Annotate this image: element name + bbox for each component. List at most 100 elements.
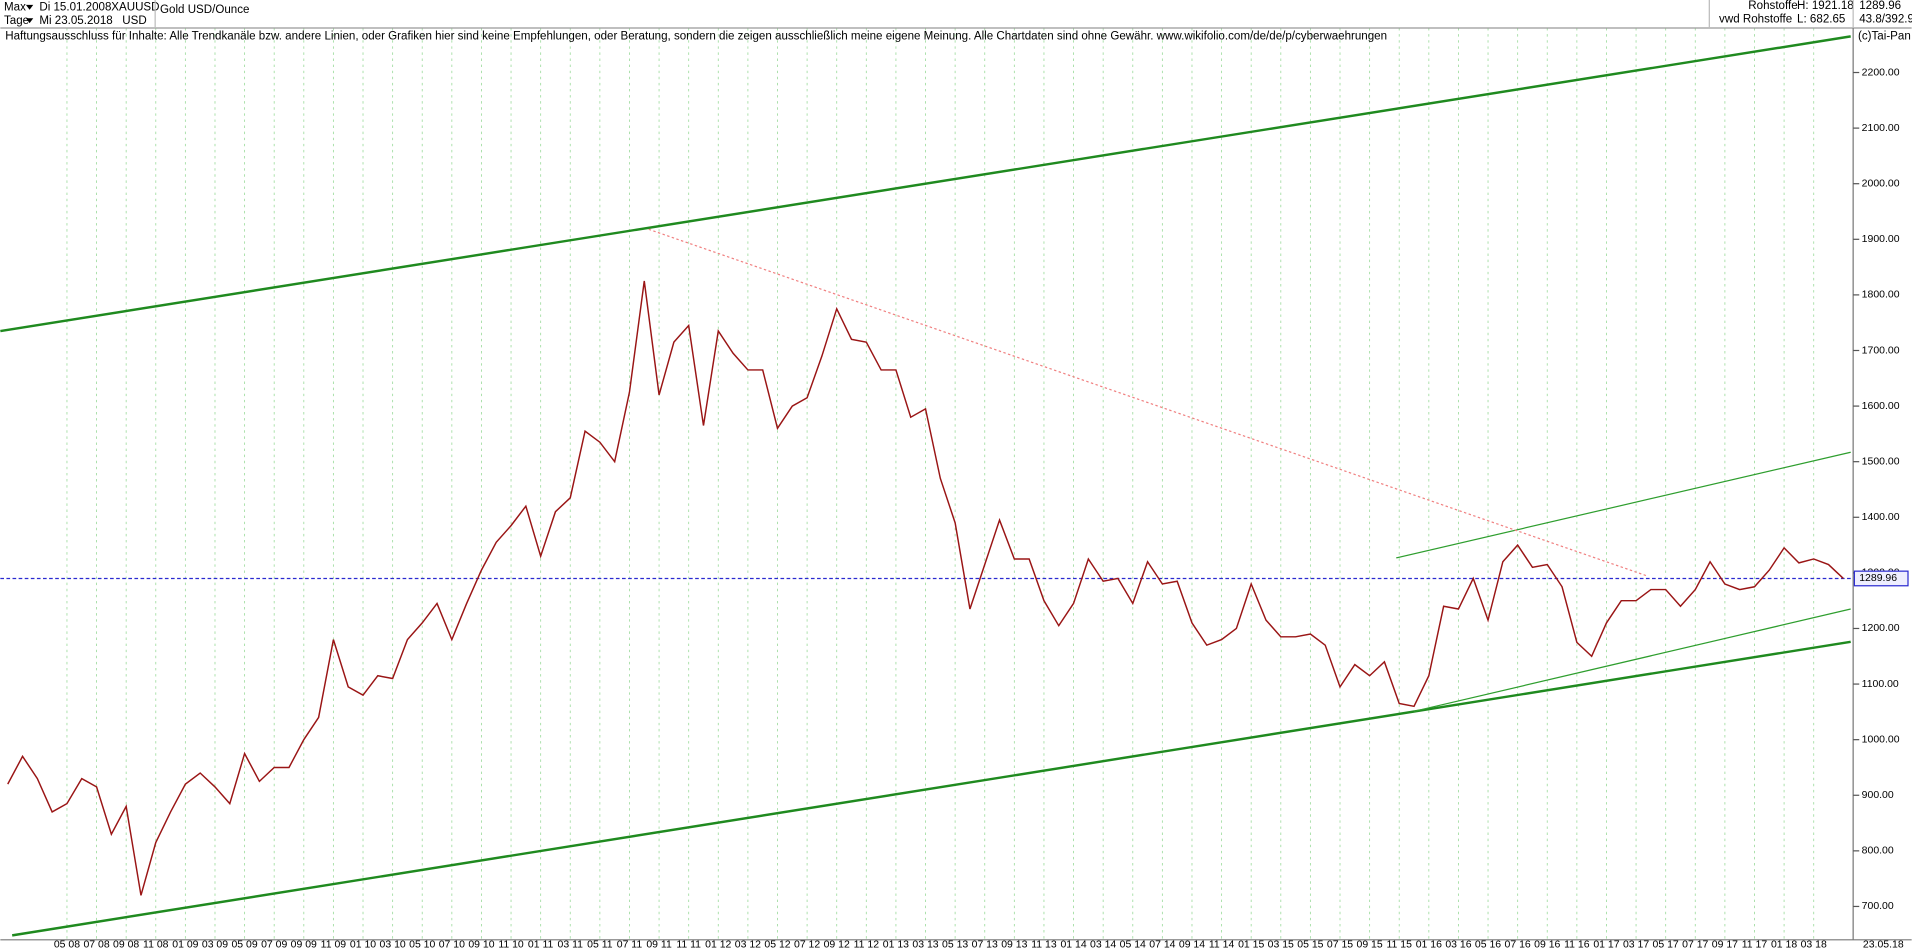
x-tick-label: 07 08 [83, 939, 109, 950]
x-tick-label: 03 17 [1623, 939, 1649, 950]
x-tick-label: 01 14 [1060, 939, 1086, 950]
y-tick-label: 1800.00 [1862, 290, 1900, 301]
x-tick-label: 01 15 [1238, 939, 1264, 950]
y-tick-label: 1900.00 [1862, 234, 1900, 245]
last-price-box [1853, 570, 1909, 587]
x-tick-label: 05 11 [587, 939, 613, 950]
x-tick-label: 05 08 [54, 939, 80, 950]
trend-line [648, 228, 1649, 577]
x-tick-label: 09 10 [468, 939, 494, 950]
market: Rohstoffe [1748, 0, 1797, 12]
x-tick-label: 09 13 [1001, 939, 1027, 950]
x-tick-label: 07 13 [972, 939, 998, 950]
last: 1289.96 [1859, 0, 1901, 12]
x-tick-label: 03 15 [1268, 939, 1294, 950]
x-tick-label: 09 09 [291, 939, 317, 950]
x-tick-label: 09 12 [824, 939, 850, 950]
x-tick-label: 09 16 [1534, 939, 1560, 950]
y-tick-label: 900.00 [1862, 790, 1894, 801]
x-tick-label: 03 16 [1445, 939, 1471, 950]
trend-line [0, 35, 1851, 333]
period[interactable]: Tage [4, 15, 29, 27]
range[interactable]: Max [4, 1, 26, 13]
trend-line [11, 640, 1851, 937]
y-tick-label: 1500.00 [1862, 456, 1900, 467]
x-tick-label: 01 18 [1771, 939, 1797, 950]
y-tick-label: 1200.00 [1862, 623, 1900, 634]
trend-line [1413, 608, 1851, 712]
x-tick-label: 03 13 [912, 939, 938, 950]
y-tick-label: 1000.00 [1862, 734, 1900, 745]
dropdown-arrow[interactable] [25, 18, 34, 24]
annotation: Haftungsausschluss für Inhalte: Alle Tre… [5, 31, 1387, 43]
x-tick-label: 11 17 [1742, 939, 1768, 950]
x-tick-label: 03 10 [380, 939, 406, 950]
x-tick-label: 05 16 [1475, 939, 1501, 950]
y-tick-label: 1100.00 [1862, 679, 1899, 690]
x-tick-label: 09 17 [1712, 939, 1738, 950]
trend-line [1396, 451, 1851, 559]
x-tick-label: 11 09 [321, 939, 347, 950]
x-tick-label: 05 15 [1297, 939, 1323, 950]
dropdown-arrow[interactable] [25, 4, 34, 10]
start-date: Di 15.01.2008 [39, 1, 111, 13]
x-tick-label: 11 08 [143, 939, 169, 950]
x-tick-label: 05 14 [1120, 939, 1146, 950]
x-tick-label: 09 11 [646, 939, 672, 950]
x-tick-label: 03 12 [735, 939, 761, 950]
x-tick-label: 07 15 [1327, 939, 1353, 950]
x-tick-label: 01 10 [350, 939, 376, 950]
y-tick-label: 2000.00 [1862, 178, 1900, 189]
high: H: 1921.18 [1797, 0, 1854, 12]
y-tick-label: 1400.00 [1862, 512, 1900, 523]
symbol: XAUUSD [111, 1, 159, 13]
source: vwd Rohstoffe [1719, 14, 1792, 26]
x-tick-label: 07 14 [1149, 939, 1175, 950]
x-tick-label: 07 10 [439, 939, 465, 950]
x-tick-label: 07 09 [261, 939, 287, 950]
x-tick-label: 11 13 [1031, 939, 1057, 950]
y-tick-label: 800.00 [1862, 846, 1894, 857]
x-tick-label: 07 12 [794, 939, 820, 950]
y-tick-label: 2200.00 [1862, 67, 1900, 78]
x-tick-label: 01 12 [705, 939, 731, 950]
x-tick-label: 07 11 [617, 939, 643, 950]
x-tick-label: 05 10 [409, 939, 435, 950]
y-tick-label: 1700.00 [1862, 345, 1900, 356]
low: L: 682.65 [1797, 14, 1845, 26]
scale: 43.8/392.9 [1859, 14, 1912, 26]
x-tick-label: 11 15 [1387, 939, 1413, 950]
x-tick-label: 01 09 [172, 939, 198, 950]
y-tick-label: 700.00 [1862, 901, 1894, 912]
x-tick-label: 07 17 [1682, 939, 1708, 950]
x-tick-label: 11 10 [498, 939, 524, 950]
x-tick-label: 09 14 [1179, 939, 1205, 950]
currency: USD [122, 15, 146, 27]
x-tick-label: 03 09 [202, 939, 228, 950]
x-tick-label: 07 16 [1505, 939, 1531, 950]
x-end-label: 23.05.18 [1863, 939, 1904, 950]
x-tick-label: 05 13 [942, 939, 968, 950]
plot [0, 35, 1854, 937]
x-tick-label: 05 17 [1653, 939, 1679, 950]
x-tick-label: 01 17 [1593, 939, 1619, 950]
x-tick-label: 09 15 [1357, 939, 1383, 950]
x-tick-label: 11 14 [1209, 939, 1235, 950]
instrument-name: Gold USD/Ounce [160, 4, 249, 16]
last-price-label: 1289.96 [1859, 573, 1897, 584]
x-tick-label: 01 11 [528, 939, 554, 950]
x-tick-label: 03 14 [1090, 939, 1116, 950]
x-tick-label: 05 12 [764, 939, 790, 950]
price-line [7, 280, 1844, 896]
x-tick-label: 03 18 [1801, 939, 1827, 950]
x-tick-label: 11 12 [854, 939, 880, 950]
x-tick-label: 01 13 [883, 939, 909, 950]
x-tick-label: 01 16 [1416, 939, 1442, 950]
x-tick-label: 03 11 [558, 939, 584, 950]
y-tick-label: 1600.00 [1862, 401, 1900, 412]
x-tick-label: 11 16 [1564, 939, 1590, 950]
x-tick-label: 09 08 [113, 939, 139, 950]
y-tick-label: 2100.00 [1862, 123, 1900, 134]
